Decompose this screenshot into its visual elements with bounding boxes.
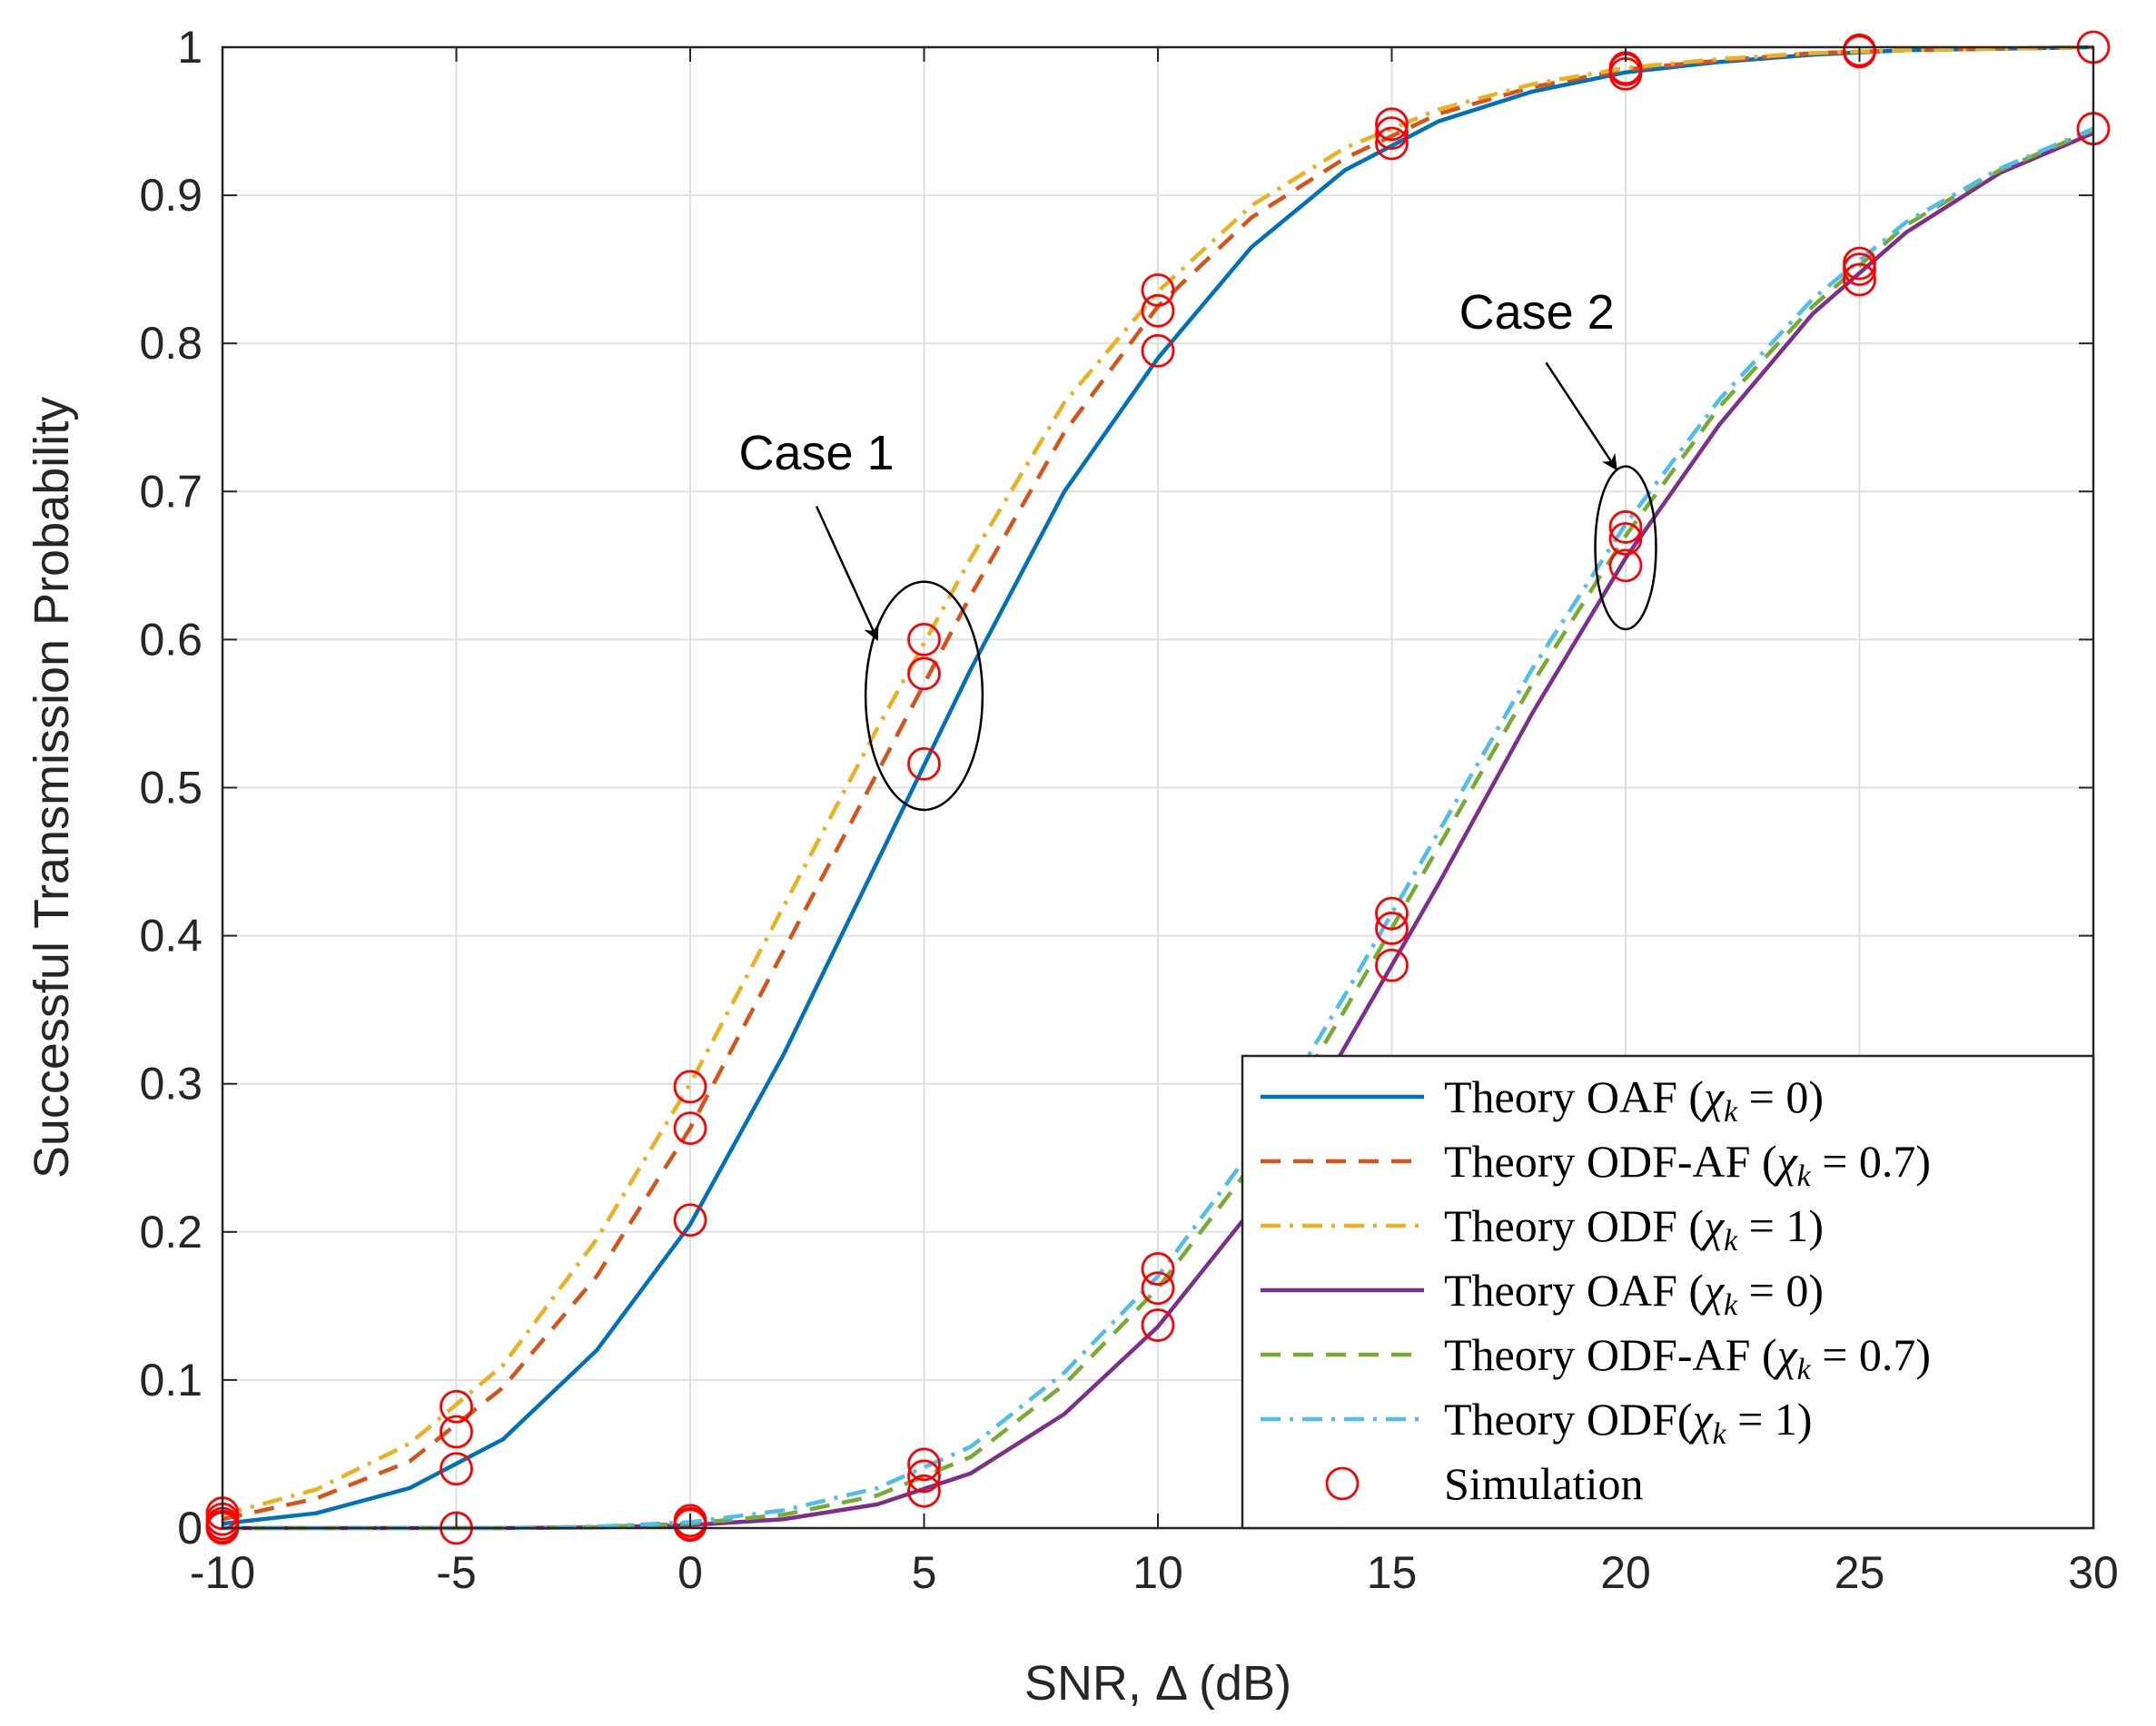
simulation-marker bbox=[1608, 510, 1643, 544]
y-tick-label: 0.3 bbox=[139, 1059, 203, 1110]
simulation-marker bbox=[1141, 293, 1175, 328]
simulation-marker bbox=[1375, 912, 1409, 945]
y-tick-label: 0.8 bbox=[139, 318, 203, 369]
simulation-marker bbox=[440, 1452, 473, 1486]
simulation-marker bbox=[907, 1474, 941, 1508]
simulation-marker bbox=[1608, 548, 1643, 583]
x-tick-label: 5 bbox=[912, 1547, 937, 1598]
y-tick-label: 1 bbox=[177, 22, 203, 73]
simulation-marker bbox=[673, 1111, 707, 1146]
simulation-marker bbox=[1843, 33, 1876, 67]
annotation-ellipse-2 bbox=[1594, 465, 1657, 631]
simulation-marker bbox=[1141, 333, 1175, 368]
x-axis-label: SNR, Δ (dB) bbox=[1024, 1656, 1291, 1711]
x-tick-label: -10 bbox=[190, 1547, 255, 1598]
simulation-marker bbox=[1375, 107, 1409, 142]
simulation-marker bbox=[1141, 273, 1175, 307]
simulation-marker bbox=[1843, 262, 1876, 297]
y-tick-label: 0.1 bbox=[139, 1355, 203, 1405]
y-tick-label: 0.9 bbox=[139, 170, 203, 221]
simulation-marker bbox=[907, 1447, 941, 1482]
simulation-marker bbox=[907, 747, 941, 781]
simulation-marker bbox=[1843, 246, 1876, 281]
legend-label-4: Theory OAF (χk = 0) bbox=[1444, 1265, 1824, 1322]
x-tick-label: 0 bbox=[677, 1547, 703, 1598]
simulation-marker bbox=[907, 1459, 941, 1494]
annotation-label-2: Case 2 bbox=[1459, 285, 1615, 340]
legend-label-3: Theory ODF (χk = 1) bbox=[1444, 1200, 1824, 1258]
simulation-marker bbox=[440, 1389, 473, 1424]
y-tick-label: 0.7 bbox=[139, 466, 203, 517]
x-tick-label: 30 bbox=[2068, 1547, 2119, 1598]
annotation-arrow-2 bbox=[1545, 361, 1617, 471]
simulation-marker bbox=[1375, 126, 1409, 161]
y-tick-label: 0.2 bbox=[139, 1207, 203, 1258]
simulation-marker bbox=[1375, 948, 1409, 982]
x-tick-label: 20 bbox=[1600, 1547, 1651, 1598]
annotations: Case 1 Case 2 bbox=[738, 285, 1657, 812]
simulation-marker bbox=[1141, 1308, 1175, 1342]
series-line-3 bbox=[222, 44, 2094, 1517]
y-tick-label: 0.6 bbox=[139, 614, 203, 665]
x-tick-label: 10 bbox=[1132, 1547, 1183, 1598]
simulation-marker bbox=[1375, 896, 1409, 931]
simulation-marker bbox=[673, 1070, 707, 1104]
x-tick-label: -5 bbox=[436, 1547, 476, 1598]
axis-ticks: -10 -5 0 5 10 15 20 25 30 0 0.1 0.2 0.3 0.4 0.5 0.6 0.7 0… bbox=[139, 22, 2118, 1598]
simulation-marker bbox=[907, 623, 941, 656]
simulation-marker bbox=[1141, 1252, 1175, 1286]
legend-label-6: Theory ODF(χk = 1) bbox=[1444, 1394, 1813, 1451]
simulation-marker bbox=[907, 656, 941, 691]
simulation-marker bbox=[673, 1203, 707, 1238]
y-tick-label: 0.5 bbox=[139, 763, 203, 814]
legend-label-simulation: Simulation bbox=[1444, 1458, 1643, 1509]
x-tick-label: 25 bbox=[1835, 1547, 1885, 1598]
simulation-marker bbox=[1608, 522, 1643, 556]
y-tick-label: 0.4 bbox=[139, 911, 203, 962]
annotation-arrow-1 bbox=[815, 506, 879, 641]
legend-label-2: Theory ODF-AF (χk = 0.7) bbox=[1444, 1136, 1931, 1193]
legend: Theory OAF (χk = 0) Theory ODF-AF (χk = 0… bbox=[1241, 1054, 2095, 1530]
legend-label-5: Theory ODF-AF (χk = 0.7) bbox=[1444, 1329, 1931, 1386]
y-tick-label: 0 bbox=[177, 1503, 203, 1553]
simulation-marker bbox=[440, 1415, 473, 1449]
y-axis-label: Successful Transmission Probability bbox=[25, 397, 79, 1179]
simulation-marker bbox=[1141, 1271, 1175, 1306]
annotation-ellipse-1 bbox=[864, 580, 984, 812]
legend-label-1: Theory OAF (χk = 0) bbox=[1444, 1071, 1824, 1129]
annotation-label-1: Case 1 bbox=[738, 426, 894, 480]
simulation-marker bbox=[673, 1504, 707, 1538]
legend-swatch-simulation bbox=[1325, 1466, 1360, 1501]
x-tick-label: 15 bbox=[1367, 1547, 1418, 1598]
simulation-marker bbox=[1375, 116, 1409, 150]
